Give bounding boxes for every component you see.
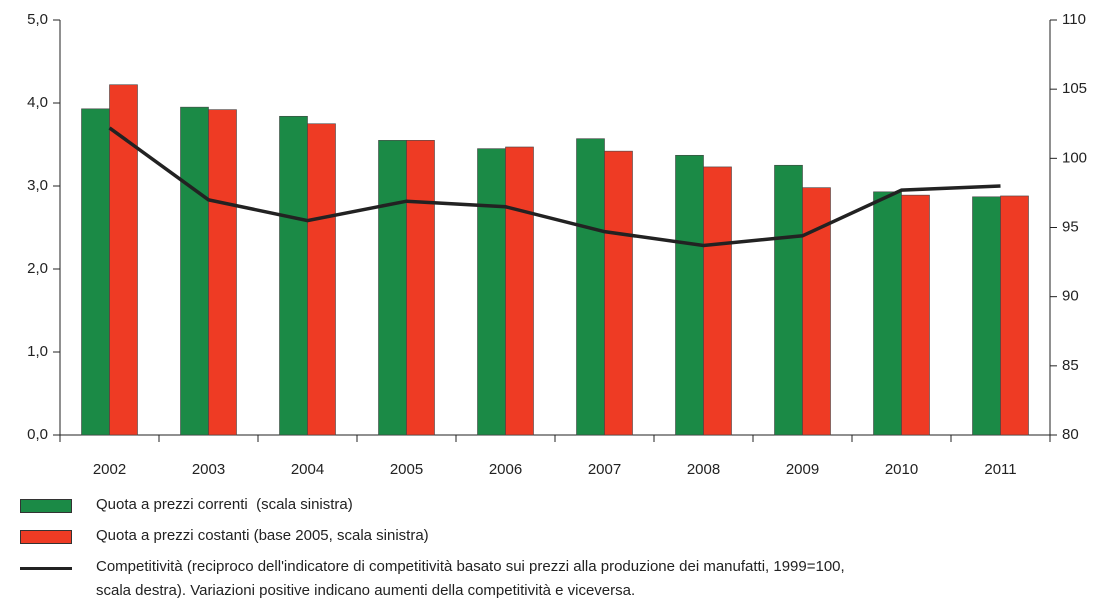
x-tick-label: 2006 (489, 461, 522, 478)
legend-item: Quota a prezzi correnti (scala sinistra) (20, 496, 353, 517)
bar (81, 108, 110, 436)
bar (972, 196, 1001, 436)
bar (774, 164, 803, 436)
bar (1000, 195, 1029, 436)
legend-label: Quota a prezzi correnti (scala sinistra) (96, 496, 353, 513)
chart: 0,0 1,0 2,0 3,0 4,0 5,0 80 85 90 95 100 105 110 2002 2… (27, 11, 1087, 478)
bar (604, 150, 633, 436)
y-tick-label: 5,0 (27, 11, 48, 28)
legend-swatch (20, 530, 72, 544)
x-tick-label: 2010 (885, 461, 918, 478)
x-tick-label: 2009 (786, 461, 819, 478)
y2-tick-label: 80 (1062, 426, 1079, 443)
bar (208, 109, 237, 436)
y-tick-label: 3,0 (27, 177, 48, 194)
legend-item: Competitività (reciproco dell'indicatore… (20, 558, 866, 603)
bar (378, 140, 407, 436)
x-tick-label: 2008 (687, 461, 720, 478)
bar (279, 115, 308, 436)
legend-swatch (20, 499, 72, 513)
x-tick-label: 2005 (390, 461, 423, 478)
bar (576, 138, 605, 436)
bar (873, 191, 902, 436)
line (108, 126, 1001, 248)
x-tick-label: 2007 (588, 461, 621, 478)
legend-label: Competitività (reciproco dell'indicatore… (96, 558, 849, 599)
bar (477, 148, 506, 436)
y2-tick-label: 100 (1062, 149, 1087, 166)
legend-label: Quota a prezzi costanti (base 2005, scal… (96, 527, 429, 544)
y-tick-label: 2,0 (27, 260, 48, 277)
x-tick-label: 2003 (192, 461, 225, 478)
bar (703, 166, 732, 436)
y2-tick-label: 85 (1062, 357, 1079, 374)
bar (180, 106, 209, 436)
legend-item: Quota a prezzi costanti (base 2005, scal… (20, 527, 429, 548)
x-tick-label: 2004 (291, 461, 324, 478)
legend-swatch (20, 567, 72, 570)
bar (675, 154, 704, 436)
bar (406, 140, 435, 436)
bar (505, 146, 534, 436)
x-tick-label: 2002 (93, 461, 126, 478)
bar (307, 123, 336, 436)
y-tick-label: 4,0 (27, 94, 48, 111)
y2-tick-label: 95 (1062, 218, 1079, 235)
y2-tick-label: 110 (1062, 11, 1086, 28)
y2-tick-label: 105 (1062, 80, 1087, 97)
bar (901, 194, 930, 436)
y-tick-label: 1,0 (27, 343, 48, 360)
y2-tick-label: 90 (1062, 288, 1079, 305)
x-tick-label: 2011 (984, 461, 1016, 478)
y-tick-label: 0,0 (27, 426, 48, 443)
